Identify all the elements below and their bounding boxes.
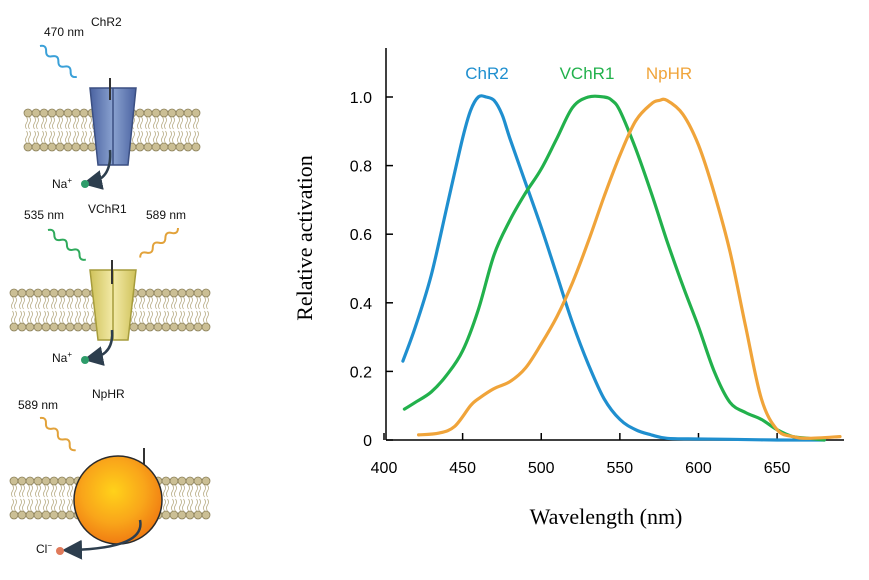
sodium-ion-vchr1-icon [81,356,89,364]
series-line-chr2 [401,94,826,442]
nphr-wavelength: 589 nm [18,398,58,412]
svg-text:Cl−: Cl− [36,541,52,556]
y-axis-label: Relative activation [292,155,317,321]
vchr1-diagram: 535 nm VChR1 589 nm Na+ [9,202,211,366]
chr2-wavelength: 470 nm [44,25,84,39]
vchr1-ion: Na [52,351,68,365]
light-wave-vchr1-orange-icon [139,227,179,258]
y-tick-label: 0.2 [350,364,372,381]
sodium-ion-chr2-icon [81,180,89,188]
chr2-ion: Na [52,177,68,191]
chr2-ion-charge: + [67,176,72,185]
chart-axes [385,48,844,441]
legend-label-chr2: ChR2 [465,64,508,83]
y-axis-ticks: 0 0.2 0.4 0.6 0.8 1.0 [350,90,393,450]
chart-legend: ChR2 VChR1 NpHR [465,64,692,83]
opsin-diagrams: 470 nm ChR2 Na+ 535 nm VChR1 589 nm Na+ [9,15,211,560]
x-tick-label: 500 [528,460,555,477]
x-tick-label: 650 [764,460,791,477]
light-wave-chr2-icon [39,44,77,79]
x-tick-label: 550 [607,460,634,477]
nphr-ion-charge: − [47,541,52,550]
legend-label-nphr: NpHR [646,64,692,83]
y-tick-label: 0 [363,433,372,450]
series-line-vchr1 [402,94,826,442]
series-line-nphr [417,97,842,440]
vchr1-wavelength-left: 535 nm [24,208,64,222]
nphr-diagram: 589 nm NpHR Cl− [9,387,211,560]
y-tick-label: 0.8 [350,159,372,176]
chr2-label: ChR2 [91,15,122,29]
nphr-pump-icon [73,455,163,545]
vchr1-ion-charge: + [67,350,72,359]
y-tick-label: 0.4 [350,296,372,313]
nphr-ion: Cl [36,542,47,556]
light-wave-nphr-icon [39,416,76,452]
x-tick-label: 450 [449,460,476,477]
nphr-label: NpHR [92,387,125,401]
y-tick-label: 0.6 [350,227,372,244]
svg-text:Na+: Na+ [52,176,72,191]
chart-series [401,94,842,442]
legend-label-vchr1: VChR1 [560,64,615,83]
chloride-ion-icon [56,547,64,555]
chr2-diagram: 470 nm ChR2 Na+ [23,15,201,191]
y-tick-label: 1.0 [350,90,372,107]
x-axis-ticks: 400 450 500 550 600 650 [371,433,791,477]
svg-text:Na+: Na+ [52,350,72,365]
x-tick-label: 600 [685,460,712,477]
x-tick-label: 400 [371,460,398,477]
light-wave-vchr1-green-icon [47,228,87,261]
x-axis-label: Wavelength (nm) [530,504,683,529]
activation-spectrum-chart: 0 0.2 0.4 0.6 0.8 1.0 400 450 500 550 600 650 ChR2… [292,48,844,529]
vchr1-wavelength-right: 589 nm [146,208,186,222]
vchr1-label: VChR1 [88,202,127,216]
